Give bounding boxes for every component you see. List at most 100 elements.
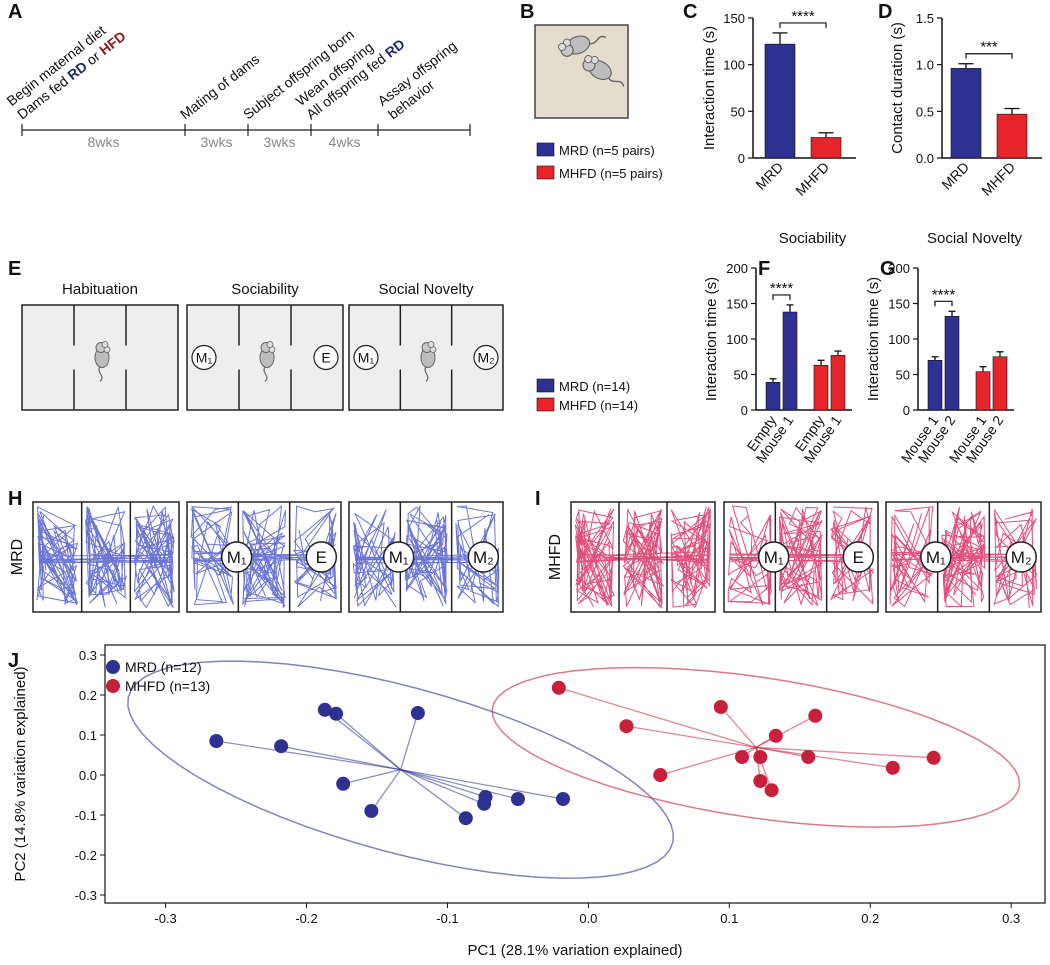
bar bbox=[950, 68, 982, 159]
panel-label: J bbox=[8, 650, 19, 672]
legend-label: MRD (n=14) bbox=[559, 379, 630, 394]
panel-label: B bbox=[520, 1, 534, 23]
point bbox=[551, 680, 566, 695]
y-tick-label: 1.5 bbox=[916, 11, 934, 26]
x-tick-label: 0.0 bbox=[579, 911, 597, 926]
mouse-ear bbox=[558, 42, 567, 52]
centroid-spoke bbox=[558, 687, 757, 748]
centroid-spoke bbox=[216, 740, 401, 771]
panel-label: I bbox=[535, 488, 541, 510]
x-axis-label: PC1 (28.1% variation explained) bbox=[467, 942, 682, 959]
y-tick-label: -0.1 bbox=[75, 808, 97, 823]
significance-bracket bbox=[934, 300, 953, 307]
stimulus-label: M₁ bbox=[358, 350, 375, 366]
mouse-ear bbox=[266, 341, 274, 348]
centroid-spoke bbox=[400, 768, 564, 800]
stimulus-cup bbox=[353, 344, 379, 371]
y-axis-label: Interaction time (s) bbox=[703, 277, 720, 401]
duration-label: 4wks bbox=[329, 134, 361, 150]
confidence-ellipse bbox=[491, 666, 1021, 828]
stimulus-cup bbox=[920, 541, 952, 573]
point bbox=[458, 811, 473, 826]
track bbox=[574, 506, 712, 609]
mouse-ear bbox=[427, 341, 435, 348]
x-tick-label: MRD bbox=[752, 159, 786, 193]
plot-frame bbox=[104, 644, 1046, 904]
point bbox=[735, 750, 750, 764]
arena-title: Habituation bbox=[62, 281, 138, 298]
stimulus-cup bbox=[757, 541, 790, 573]
y-axis-label: Interaction time (s) bbox=[865, 277, 882, 401]
y-tick-label: 0.1 bbox=[79, 728, 97, 743]
point bbox=[619, 719, 634, 734]
stimulus-cup bbox=[305, 541, 338, 573]
mouse-tail bbox=[98, 366, 103, 382]
x-tick-label: MHFD bbox=[792, 159, 832, 199]
stimulus-label: M₁ bbox=[926, 548, 946, 567]
bar bbox=[927, 359, 943, 411]
duration-label: 3wks bbox=[201, 134, 233, 150]
y-tick-label: 50 bbox=[731, 104, 745, 119]
point bbox=[410, 706, 425, 720]
stimulus-label: M₂ bbox=[477, 350, 494, 366]
arena-title: Social Novelty bbox=[378, 281, 474, 298]
stimulus-label: E bbox=[321, 350, 330, 366]
stimulus-cup bbox=[220, 541, 253, 573]
x-tick-label: MRD bbox=[938, 159, 972, 193]
duration-label: 8wks bbox=[88, 134, 120, 150]
x-tick-label: 0.2 bbox=[861, 911, 879, 926]
bar bbox=[813, 364, 829, 411]
x-tick-label: -0.2 bbox=[295, 911, 317, 926]
y-tick-label: 0 bbox=[903, 403, 910, 418]
centroid-spoke bbox=[400, 769, 486, 798]
x-tick-label: MHFD bbox=[978, 159, 1018, 199]
stimulus-label: M₂ bbox=[473, 548, 494, 567]
point bbox=[753, 774, 768, 788]
bar bbox=[764, 43, 796, 159]
y-tick-label: -0.3 bbox=[75, 888, 97, 903]
centroid-spoke bbox=[335, 713, 402, 771]
y-tick-label: -0.2 bbox=[75, 848, 97, 863]
y-axis-label: Interaction time (s) bbox=[701, 26, 718, 150]
centroid-spoke bbox=[370, 769, 402, 812]
legend-swatch bbox=[536, 142, 555, 157]
mouse-ear bbox=[101, 341, 109, 348]
y-tick-label: 0 bbox=[738, 151, 745, 166]
point bbox=[317, 702, 332, 717]
bar bbox=[996, 113, 1028, 159]
significance-bracket bbox=[779, 22, 827, 28]
bar bbox=[975, 371, 991, 411]
bar bbox=[810, 137, 842, 159]
legend-label: MRD (n=12) bbox=[125, 659, 202, 675]
point bbox=[556, 792, 571, 806]
stimulus-label: M₁ bbox=[227, 548, 247, 567]
significance-label: **** bbox=[932, 286, 956, 303]
significance-bracket bbox=[772, 294, 791, 300]
x-tick-label: -0.1 bbox=[436, 911, 458, 926]
legend-marker bbox=[106, 660, 120, 674]
y-tick-label: 150 bbox=[723, 11, 745, 26]
legend-swatch bbox=[536, 378, 555, 393]
point bbox=[209, 734, 224, 748]
x-tick-label: 0.3 bbox=[1002, 911, 1020, 926]
panel-label: G bbox=[880, 258, 896, 280]
group-label: MHFD bbox=[547, 534, 564, 580]
mouse-icon bbox=[259, 341, 276, 382]
y-tick-label: 0.0 bbox=[79, 768, 97, 783]
significance-bracket bbox=[965, 53, 1013, 59]
mouse-tail bbox=[588, 35, 607, 45]
centroid-spoke bbox=[626, 725, 756, 748]
group-label: MRD bbox=[9, 539, 26, 575]
point bbox=[478, 790, 493, 804]
centroid-spoke bbox=[755, 746, 893, 769]
y-tick-label: 200 bbox=[726, 261, 748, 276]
y-tick-label: 0.3 bbox=[79, 648, 97, 663]
mouse-icon bbox=[420, 341, 437, 382]
legend-label: MHFD (n=14) bbox=[559, 398, 638, 413]
stimulus-cup bbox=[467, 541, 500, 573]
chart-title: Social Novelty bbox=[927, 230, 1023, 247]
centroid-spoke bbox=[755, 715, 816, 748]
bar bbox=[765, 382, 781, 411]
y-tick-label: 0 bbox=[741, 403, 748, 418]
centroid-spoke bbox=[399, 712, 419, 770]
